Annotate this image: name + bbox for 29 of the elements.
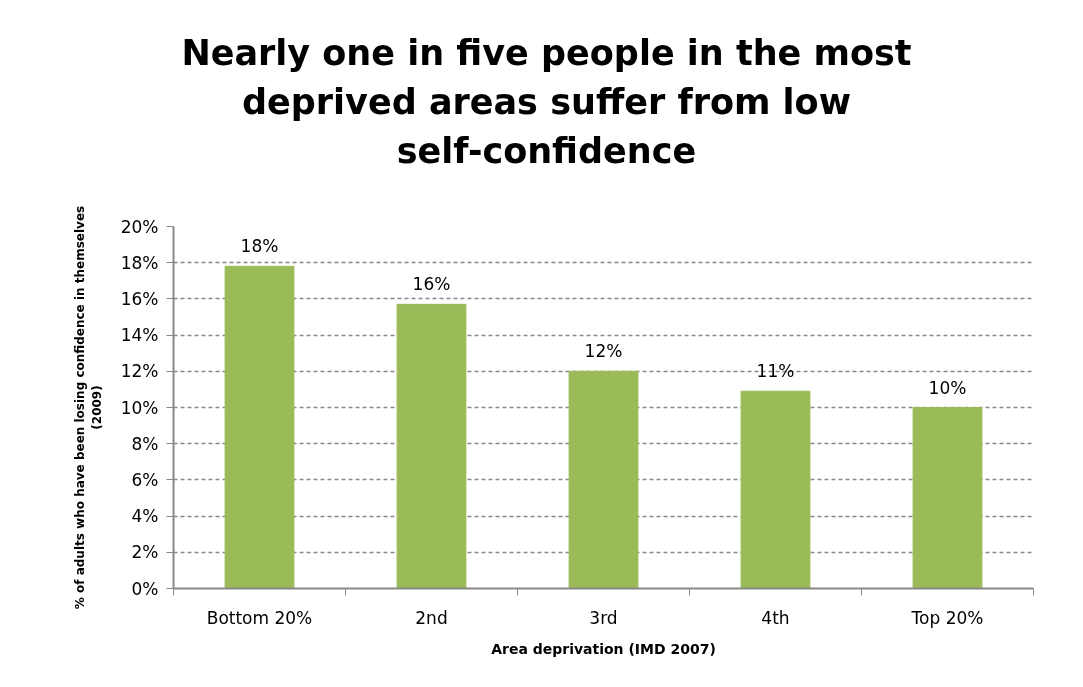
y-tick-label: 20% [120, 216, 159, 237]
bar [224, 265, 295, 589]
y-axis-title: % of adults who have been losing confidence in themselves (2009) [72, 205, 104, 610]
data-label: 10% [928, 377, 967, 398]
y-tick-label: 14% [120, 325, 159, 346]
y-tick-label: 10% [120, 397, 159, 418]
bar [740, 390, 811, 589]
x-tick-label: Top 20% [910, 607, 984, 628]
y-tick-label: 16% [120, 288, 159, 309]
bar [912, 407, 983, 589]
data-label: 16% [412, 274, 451, 295]
x-tick-label: 2nd [415, 607, 448, 628]
data-label: 18% [240, 236, 279, 257]
x-tick-label: Bottom 20% [206, 607, 313, 628]
data-label: 12% [584, 341, 623, 362]
y-tick-label: 4% [131, 506, 159, 527]
x-axis-title: Area deprivation (IMD 2007) [491, 640, 716, 657]
data-label: 11% [756, 361, 795, 382]
bar [568, 370, 639, 589]
y-tick-label: 8% [131, 433, 159, 454]
y-tick-label: 6% [131, 469, 159, 490]
x-tick-label: 4th [761, 607, 790, 628]
y-tick-label: 18% [120, 252, 159, 273]
chart-title: Nearly one in five people in the most deprived areas suffer from low self-confidence [181, 32, 912, 173]
bar [396, 303, 467, 589]
y-tick-label: 2% [131, 542, 159, 563]
x-tick-label: 3rd [589, 607, 618, 628]
y-tick-label: 0% [131, 578, 159, 599]
y-tick-label: 12% [120, 361, 159, 382]
